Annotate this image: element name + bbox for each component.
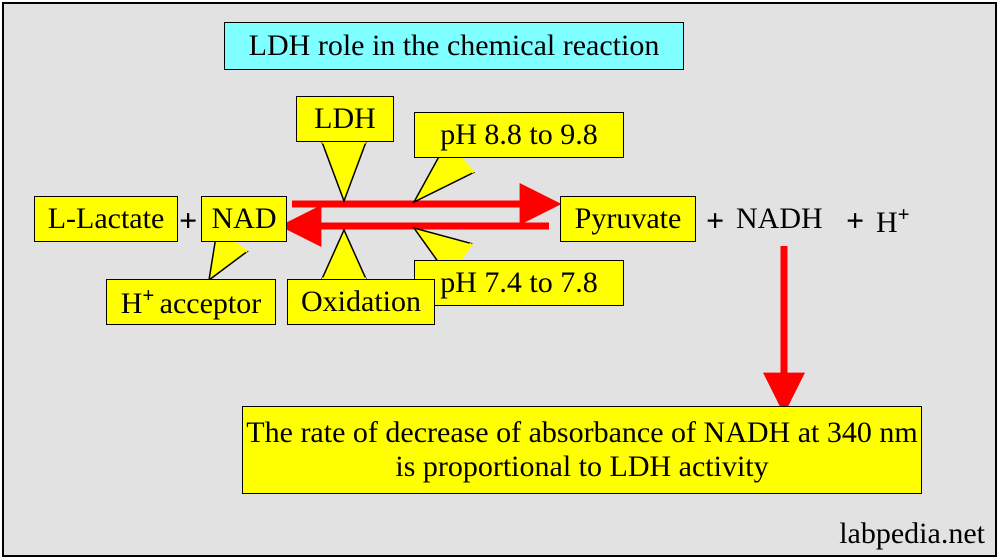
ph-reverse-label: pH 7.4 to 7.8 <box>440 266 598 301</box>
ph-forward-box: pH 8.8 to 9.8 <box>414 112 624 158</box>
lactate-label: L-Lactate <box>48 202 165 237</box>
h-plus-label: H+ <box>876 202 910 240</box>
oxidation-label: Oxidation <box>301 285 421 320</box>
ph-reverse-box: pH 7.4 to 7.8 <box>414 260 624 306</box>
conclusion-text: The rate of decrease of absorbance of NA… <box>243 416 921 485</box>
pyruvate-label: Pyruvate <box>575 202 682 237</box>
diagram-title: LDH role in the chemical reaction <box>224 22 684 70</box>
diagram-frame: LDH role in the chemical reaction LDH pH… <box>2 2 997 557</box>
conclusion-box: The rate of decrease of absorbance of NA… <box>242 406 922 494</box>
plus-2: + <box>706 202 724 239</box>
ph-forward-label: pH 8.8 to 9.8 <box>440 118 598 153</box>
pyruvate-box: Pyruvate <box>560 196 696 242</box>
lactate-box: L-Lactate <box>34 196 178 242</box>
nadh-label: NADH <box>736 202 823 236</box>
h-acceptor-label: H+ acceptor <box>121 283 261 322</box>
plus-1: + <box>179 202 197 239</box>
title-text: LDH role in the chemical reaction <box>249 29 660 64</box>
nad-label: NAD <box>212 202 277 237</box>
nad-box: NAD <box>201 196 287 242</box>
ldh-label-box: LDH <box>296 96 394 142</box>
watermark: labpedia.net <box>839 517 985 551</box>
plus-3: + <box>846 202 864 239</box>
ldh-label: LDH <box>314 102 376 137</box>
oxidation-box: Oxidation <box>287 279 435 325</box>
h-acceptor-box: H+ acceptor <box>106 279 276 325</box>
